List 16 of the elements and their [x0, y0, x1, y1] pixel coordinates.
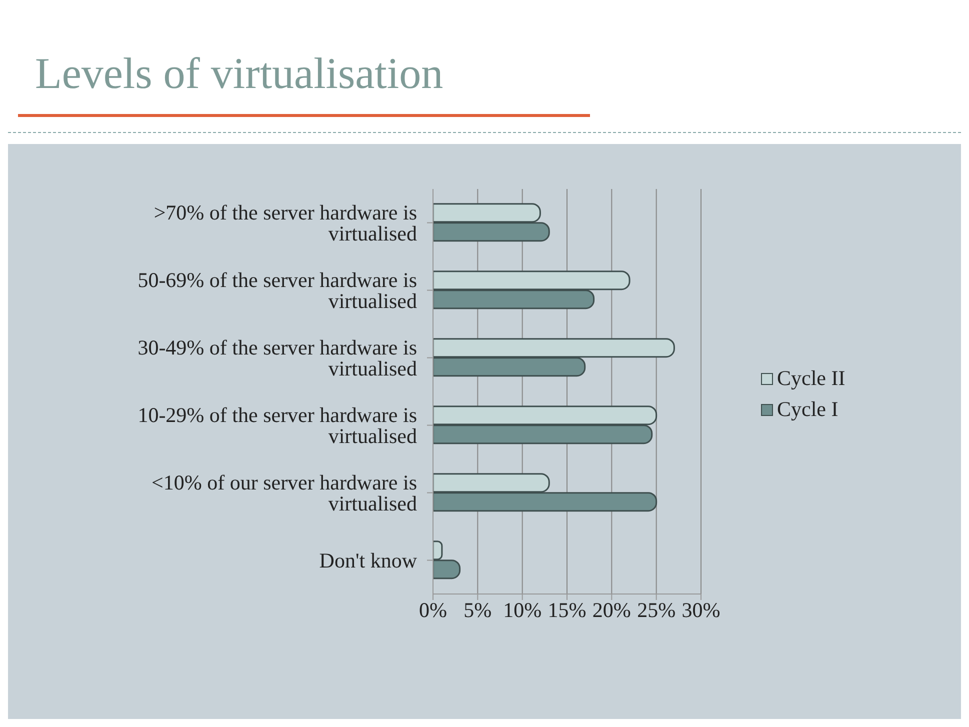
y-tick-label: 10-29% of the server hardware is virtualised — [138, 403, 418, 448]
y-tick-label: 30-49% of the server hardware is virtualised — [138, 336, 418, 381]
y-tick-label: >70% of the server hardware is virtualised — [154, 200, 418, 246]
x-tick-label: 20% — [592, 598, 631, 622]
legend-label: Cycle I — [777, 397, 838, 422]
x-tick-label: 5% — [464, 598, 492, 622]
x-tick-label: 0% — [419, 598, 447, 622]
y-tick-label: 50-69% of the server hardware is virtualised — [138, 268, 418, 314]
x-tick-label: 15% — [548, 598, 586, 622]
y-tick-label: <10% of our server hardware is virtualised — [152, 470, 418, 516]
x-tick-label: 25% — [637, 598, 676, 622]
y-tick-label: Don't know — [319, 548, 418, 573]
legend-label: Cycle II — [777, 366, 846, 391]
x-tick-label: 10% — [503, 598, 542, 622]
chart-title: Levels of virtualisation — [35, 48, 444, 99]
x-tick-label: 30% — [682, 598, 720, 622]
